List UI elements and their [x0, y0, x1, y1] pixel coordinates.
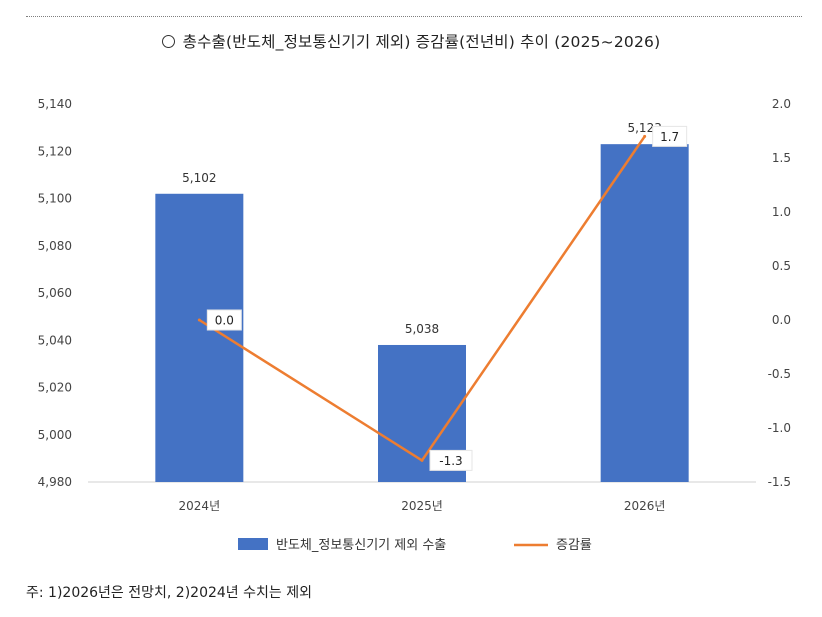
line-data-label: 1.7	[660, 130, 679, 144]
legend: 반도체_정보통신기기 제외 수출 증감률	[238, 538, 592, 553]
y-left-tick-label: 4,980	[38, 475, 72, 489]
y-left-tick-label: 5,140	[38, 97, 72, 111]
line-layer	[197, 134, 647, 462]
y-right-tick-label: 2.0	[772, 97, 791, 111]
y-right-tick-label: 1.0	[772, 205, 791, 219]
legend-line-label: 증감률	[556, 538, 592, 553]
y-left-tick-label: 5,120	[38, 144, 72, 158]
bar-data-label: 5,038	[405, 322, 439, 336]
line-data-label: 0.0	[215, 314, 234, 328]
y-left-tick-label: 5,000	[38, 428, 72, 442]
legend-bar-swatch	[238, 538, 268, 550]
y-left-tick-label: 5,040	[38, 333, 72, 347]
y-left-tick-label: 5,100	[38, 192, 72, 206]
bars-layer	[155, 144, 689, 482]
bar-data-label: 5,102	[182, 171, 216, 185]
y-left-tick-label: 5,020	[38, 381, 72, 395]
y-right-tick-label: -0.5	[768, 367, 791, 381]
footnote: 주: 1)2026년은 전망치, 2)2024년 수치는 제외	[26, 585, 312, 601]
chart-title-row: 총수출(반도체_정보통신기기 제외) 증감률(전년비) 추이 (2025~202…	[0, 30, 822, 52]
x-tick-label: 2025년	[401, 499, 443, 513]
y-right-tick-label: -1.5	[768, 475, 791, 489]
axes-layer: 4,980 5,000 5,020 5,040 5,060 5,080 5,100 5,120…	[38, 97, 791, 513]
line-data-label-box	[429, 449, 473, 471]
circle-bullet-icon	[161, 35, 175, 48]
y-right-tick-label: 1.5	[772, 151, 791, 165]
y-right-tick-label: 0.5	[772, 259, 791, 273]
y-left-tick-label: 5,080	[38, 239, 72, 253]
line-point	[420, 458, 424, 462]
legend-bar-label: 반도체_정보통신기기 제외 수출	[276, 538, 446, 553]
y-left-tick-label: 5,060	[38, 286, 72, 300]
bar	[155, 193, 244, 482]
top-divider	[26, 16, 802, 17]
line-data-label-box	[206, 309, 242, 331]
x-tick-label: 2026년	[624, 499, 666, 513]
y-right-tick-label: 0.0	[772, 313, 791, 327]
y-right-tick-label: -1.0	[768, 421, 791, 435]
line-point	[643, 134, 647, 138]
line-point	[197, 318, 201, 322]
bar	[600, 144, 689, 482]
chart-title: 총수출(반도체_정보통신기기 제외) 증감률(전년비) 추이 (2025~202…	[182, 33, 661, 51]
x-tick-label: 2024년	[179, 499, 221, 513]
line-data-label-box	[652, 125, 688, 147]
line-data-label: -1.3	[439, 454, 462, 468]
